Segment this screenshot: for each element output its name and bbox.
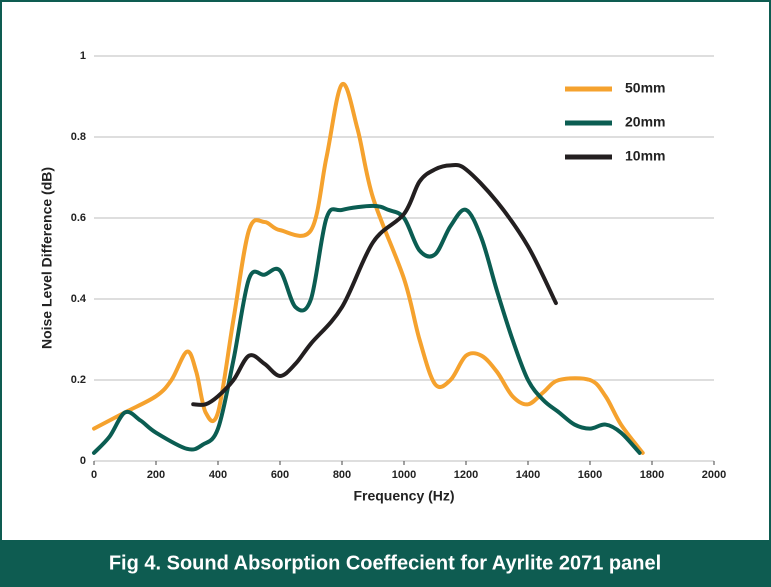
x-tick-label: 1800 bbox=[640, 469, 664, 481]
legend-label: 50mm bbox=[625, 80, 665, 96]
x-tick-label: 1000 bbox=[392, 469, 416, 481]
y-tick-label: 0.2 bbox=[71, 374, 86, 386]
x-tick-label: 800 bbox=[333, 469, 351, 481]
caption: Fig 4. Sound Absorption Coeffecient for … bbox=[109, 552, 661, 574]
x-tick-label: 1200 bbox=[454, 469, 478, 481]
legend-label: 10mm bbox=[625, 148, 665, 164]
caption-bar bbox=[0, 540, 771, 587]
legend-label: 20mm bbox=[625, 114, 665, 130]
x-axis-label: Frequency (Hz) bbox=[353, 488, 454, 504]
x-tick-label: 0 bbox=[91, 469, 97, 481]
y-tick-label: 1 bbox=[80, 50, 86, 62]
y-tick-label: 0.4 bbox=[71, 293, 87, 305]
x-tick-label: 1600 bbox=[578, 469, 602, 481]
x-tick-label: 600 bbox=[271, 469, 289, 481]
y-tick-label: 0.6 bbox=[71, 212, 86, 224]
y-axis-label: Noise Level Difference (dB) bbox=[39, 167, 55, 349]
series-line bbox=[191, 163, 558, 407]
x-tick-label: 200 bbox=[147, 469, 165, 481]
y-tick-label: 0.8 bbox=[71, 131, 86, 143]
x-tick-label: 1400 bbox=[516, 469, 540, 481]
x-tick-label: 2000 bbox=[702, 469, 726, 481]
x-tick-label: 400 bbox=[209, 469, 227, 481]
y-tick-label: 0 bbox=[80, 455, 86, 467]
series-line bbox=[92, 203, 642, 455]
